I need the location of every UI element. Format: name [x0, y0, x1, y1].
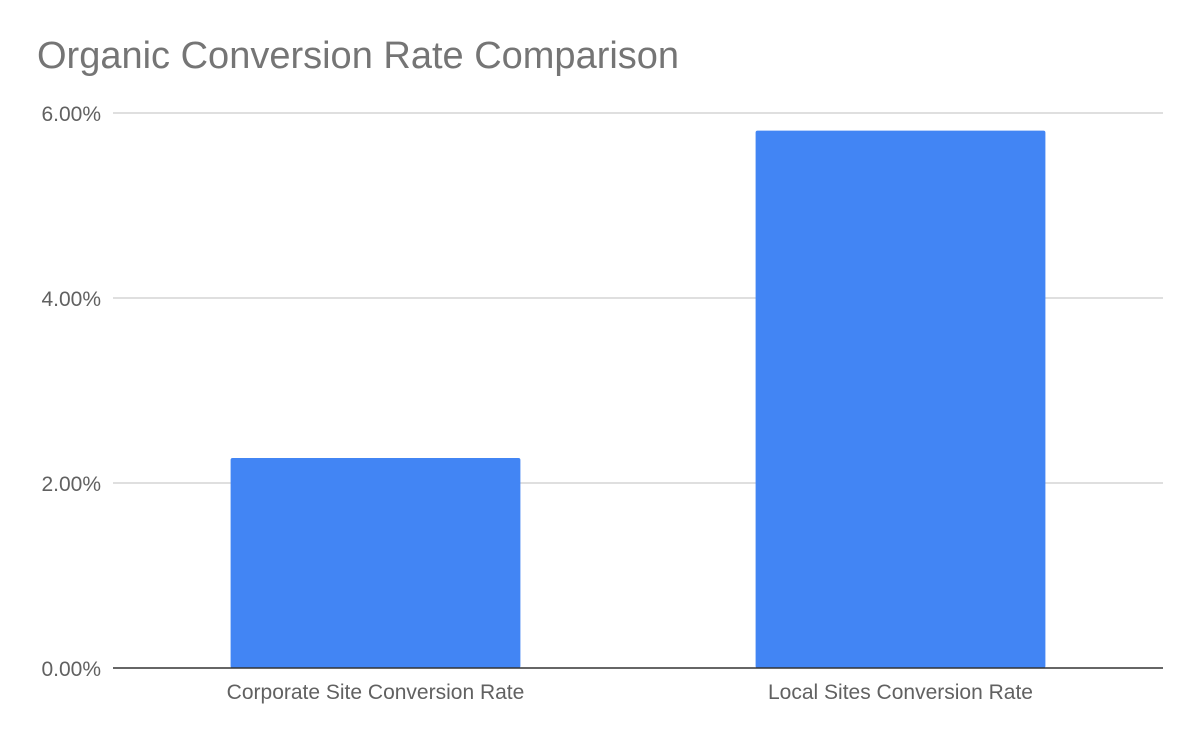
x-category-label: Local Sites Conversion Rate — [768, 681, 1033, 704]
bar — [755, 130, 1046, 668]
y-axis-tick-labels: 0.00% 2.00% 4.00% 6.00% — [41, 103, 101, 681]
y-tick-label: 6.00% — [41, 103, 101, 126]
x-axis-category-labels: Corporate Site Conversion Rate Local Site… — [227, 681, 1033, 704]
bars — [230, 130, 1046, 668]
y-tick-label: 4.00% — [41, 288, 101, 311]
chart-title: Organic Conversion Rate Comparison — [37, 35, 679, 77]
bar — [230, 458, 521, 668]
y-tick-label: 2.00% — [41, 473, 101, 496]
x-category-label: Corporate Site Conversion Rate — [227, 681, 525, 704]
y-tick-label: 0.00% — [41, 658, 101, 681]
